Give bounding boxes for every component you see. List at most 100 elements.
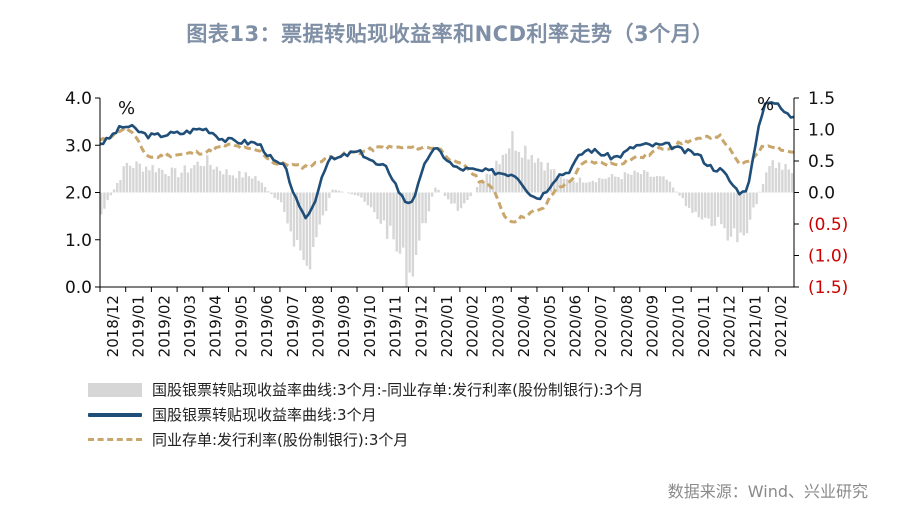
x-tick-label: 2019/10 (361, 295, 379, 357)
source-note: 数据来源：Wind、兴业研究 (667, 482, 868, 501)
x-tick-label: 2019/07 (284, 295, 302, 357)
chart-title: 图表13：票据转贴现收益率和NCD利率走势（3个月） (186, 22, 714, 46)
spread-bar (324, 192, 328, 212)
spread-bar (450, 192, 453, 204)
spread-bar (196, 161, 199, 193)
x-tick-label: 2019/06 (258, 295, 276, 357)
spread-bar (302, 192, 305, 261)
spread-bar (732, 192, 736, 229)
spread-bar (556, 175, 559, 193)
spread-bar (228, 175, 231, 193)
spread-bar (424, 192, 427, 224)
spread-bar (251, 178, 254, 193)
spread-bar (543, 170, 546, 193)
spread-bar (369, 192, 373, 208)
spread-bar (189, 168, 193, 193)
x-tick-label: 2020/06 (567, 295, 585, 357)
spread-bar (398, 192, 402, 254)
x-tick-label: 2019/12 (412, 295, 430, 357)
spread-bar (527, 159, 530, 193)
spread-bar (704, 192, 707, 218)
spread-bar (604, 178, 607, 193)
spread-bar (742, 192, 745, 236)
x-tick-label: 2020/09 (644, 295, 662, 357)
left-tick-label: 3.0 (65, 136, 92, 156)
left-axis-unit: % (118, 98, 135, 119)
spread-bar (279, 192, 283, 203)
spread-bar (231, 175, 235, 193)
spread-bar (421, 192, 424, 224)
right-tick-label: 1.0 (808, 121, 835, 141)
spread-bar (639, 173, 643, 193)
spread-bar (642, 170, 646, 193)
spread-bar (385, 192, 389, 239)
spread-bar (636, 172, 639, 193)
spread-bar (453, 192, 456, 204)
spread-bar (443, 192, 447, 196)
spread-bar (559, 173, 562, 193)
spread-bar (665, 179, 668, 193)
spread-bar (459, 192, 463, 209)
spread-bar (318, 192, 321, 225)
spread-bar (128, 165, 132, 193)
spread-bar (292, 192, 296, 247)
spread-bar (752, 192, 755, 208)
spread-bar (572, 180, 575, 193)
spread-bar (575, 182, 578, 193)
spread-bar (536, 158, 540, 193)
spread-bar (761, 184, 765, 193)
spread-bar (103, 192, 106, 209)
spread-bar (578, 177, 582, 193)
x-tick-label: 2019/05 (232, 295, 250, 357)
right-axis-unit: % (757, 94, 774, 115)
left-tick-label: 0.0 (65, 278, 92, 298)
spread-bar (206, 155, 209, 193)
spread-bar (479, 181, 482, 193)
spread-bar (350, 192, 354, 195)
spread-bar (273, 192, 276, 198)
spread-bar (646, 171, 649, 193)
legend-swatch-bar (88, 382, 142, 397)
spread-bar (180, 172, 183, 193)
spread-bar (598, 178, 601, 193)
spread-bar (260, 182, 264, 193)
spread-bar (177, 177, 180, 193)
spread-bar (225, 169, 228, 193)
spread-bar (678, 192, 681, 196)
spread-bar (328, 192, 331, 198)
spread-bar (132, 167, 135, 193)
spread-bar (668, 181, 672, 193)
spread-bar (154, 172, 158, 193)
spread-bar (382, 192, 386, 221)
spread-bar (402, 192, 405, 248)
spread-bar (758, 191, 762, 193)
spread-bar (366, 192, 370, 206)
spread-bar (270, 192, 273, 195)
spread-bar (340, 191, 344, 193)
legend-label-ncd-rate: 同业存单:发行利率(股份制银行):3个月 (152, 431, 409, 449)
spread-bar (610, 174, 614, 193)
spread-bar (161, 169, 164, 193)
spread-bar (617, 176, 620, 193)
spread-bar (765, 172, 768, 193)
x-tick-label: 2020/11 (695, 295, 713, 357)
spread-bar (533, 162, 537, 193)
spread-bar (122, 166, 125, 193)
spread-bar (697, 192, 701, 218)
spread-bar (141, 171, 145, 193)
x-tick-label: 2020/02 (464, 295, 482, 357)
spread-bar (739, 192, 742, 233)
spread-bar (749, 192, 752, 220)
spread-bar (626, 173, 630, 193)
x-tick-label: 2020/08 (618, 295, 636, 357)
x-tick-label: 2018/12 (104, 295, 122, 357)
spread-bar (376, 192, 379, 220)
left-tick-label: 4.0 (65, 89, 92, 109)
spread-bar (241, 177, 244, 193)
discount-rate-line (99, 101, 795, 220)
right-tick-label: (0.5) (808, 215, 848, 235)
spread-bar (655, 176, 659, 193)
spread-bar (495, 160, 498, 193)
spread-bar (729, 192, 733, 237)
